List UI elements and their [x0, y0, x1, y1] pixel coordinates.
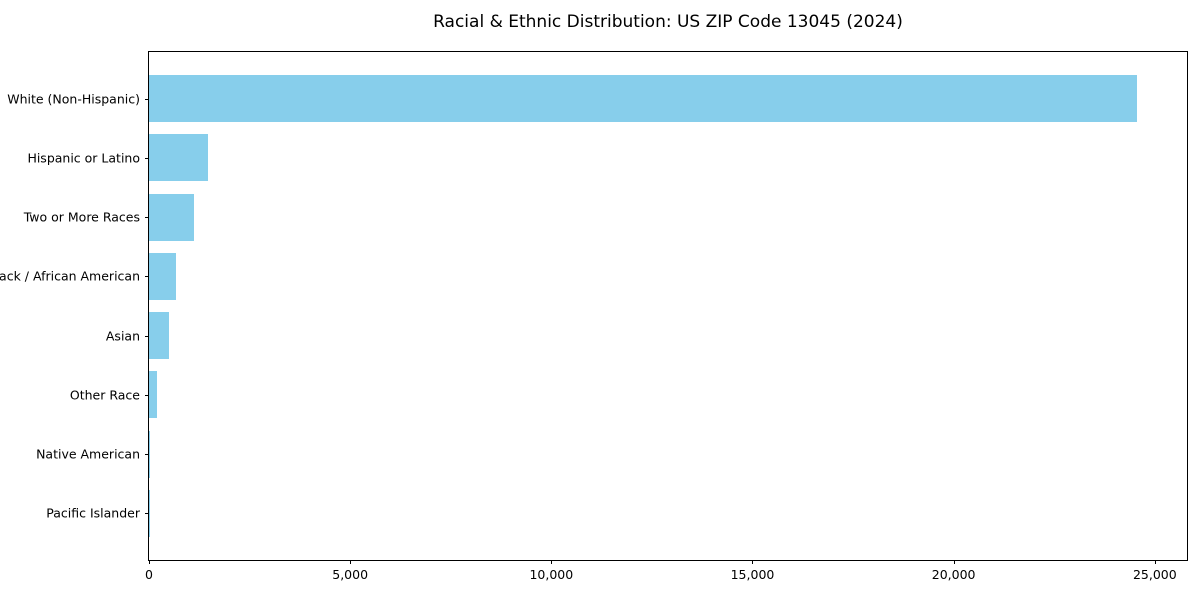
x-tick-mark — [551, 560, 553, 564]
category-label: Black / African American — [0, 268, 140, 284]
bar-row: White (Non-Hispanic) — [7, 69, 1187, 128]
category-label: White (Non-Hispanic) — [7, 91, 140, 107]
x-tick-mark — [149, 560, 150, 564]
y-tick-mark — [145, 98, 149, 100]
bar — [149, 193, 194, 241]
category-label: Other Race — [69, 387, 140, 403]
x-tick-label: 10,000 — [529, 567, 574, 582]
y-tick-mark — [145, 276, 149, 278]
bar-row: Pacific Islander — [46, 484, 1187, 543]
x-tick-mark — [350, 560, 352, 564]
x-tick-label: 15,000 — [730, 567, 775, 582]
category-label: Pacific Islander — [46, 505, 140, 521]
y-tick-mark — [145, 335, 149, 337]
x-tick-mark — [1154, 560, 1156, 564]
x-tick-label: 5,000 — [332, 567, 369, 582]
y-tick-mark — [145, 394, 149, 396]
bar-row: Two or More Races — [24, 188, 1187, 247]
bar-row: Asian — [106, 306, 1187, 365]
bar-rows-container: White (Non-Hispanic) Hispanic or Latino Tw… — [0, 52, 1187, 560]
plot-area: White (Non-Hispanic) Hispanic or Latino Tw… — [0, 51, 1188, 582]
category-label: Asian — [105, 328, 140, 344]
category-label: Native American — [36, 446, 140, 462]
y-tick-mark — [145, 513, 149, 515]
y-tick-mark — [145, 454, 149, 456]
category-label: Hispanic or Latino — [27, 150, 140, 166]
bar-row: Native American — [36, 425, 1187, 484]
y-tick-mark — [145, 217, 149, 219]
category-label: Two or More Races — [23, 209, 140, 225]
bar — [149, 371, 158, 419]
x-tick-label: 25,000 — [1132, 567, 1177, 582]
x-tick-mark — [953, 560, 955, 564]
x-tick-mark — [752, 560, 754, 564]
y-tick-mark — [145, 157, 149, 159]
bar — [149, 312, 170, 360]
bar — [149, 75, 1137, 123]
bar-row: Other Race — [70, 365, 1187, 424]
x-tick-label: 20,000 — [931, 567, 976, 582]
x-tick-label: 0 — [145, 567, 153, 582]
bar — [149, 134, 209, 182]
bar-row: Hispanic or Latino — [27, 128, 1187, 187]
bar-row: Black / African American — [0, 247, 1187, 306]
chart-title: Racial & Ethnic Distribution: US ZIP Cod… — [433, 12, 903, 32]
bar — [149, 252, 177, 300]
bar — [149, 430, 150, 478]
